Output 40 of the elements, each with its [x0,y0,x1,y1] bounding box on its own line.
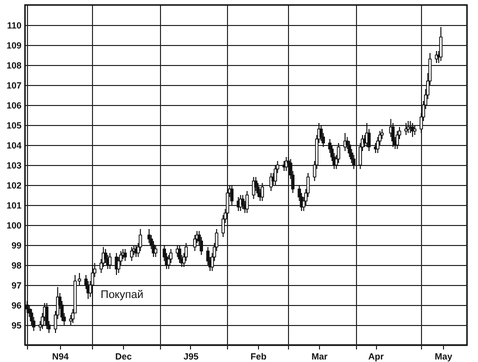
y-tick-label: 103 [6,160,22,170]
candlestick [154,244,158,258]
y-tick-label: 102 [6,180,22,190]
candlestick [45,302,48,330]
candlestick [260,182,264,202]
candlestick [90,264,94,308]
x-tick-label: Dec [115,352,132,362]
candlestick [391,122,395,148]
candlestick [413,124,416,136]
x-tick-label: Mar [311,352,328,362]
y-tick-label: 105 [6,120,22,130]
y-tick-label: 101 [6,200,22,210]
x-tick-label: Apr [368,352,384,362]
candlestick [406,120,410,134]
y-tick-label: 97 [11,280,22,290]
candlestick [241,194,244,210]
x-tick-label: N94 [52,352,69,362]
y-tick-label: 106 [6,100,22,110]
y-tick-label: 110 [6,20,22,30]
candlestick [245,190,249,214]
y-tick-label: 108 [6,60,22,70]
y-tick-label: 104 [6,140,22,150]
y-tick-label: 96 [11,300,22,310]
y-tick-label: 109 [6,40,22,50]
y-tick-label: 98 [11,260,22,270]
candlestick [178,244,182,264]
annotation: Покупай [100,289,144,301]
candlestick [130,246,134,262]
candlestick [404,122,408,136]
x-tick-label: J95 [183,352,198,362]
y-tick-label: 95 [11,320,22,330]
y-tick-label: 100 [6,220,22,230]
candlestick [439,26,443,62]
x-tick-label: Feb [250,352,267,362]
candlestick [108,252,112,270]
y-tick-label: 99 [11,240,22,250]
candlestick [396,130,399,150]
x-tick-label: May [434,352,452,362]
candlestick [274,164,278,186]
y-tick-label: 107 [6,80,22,90]
